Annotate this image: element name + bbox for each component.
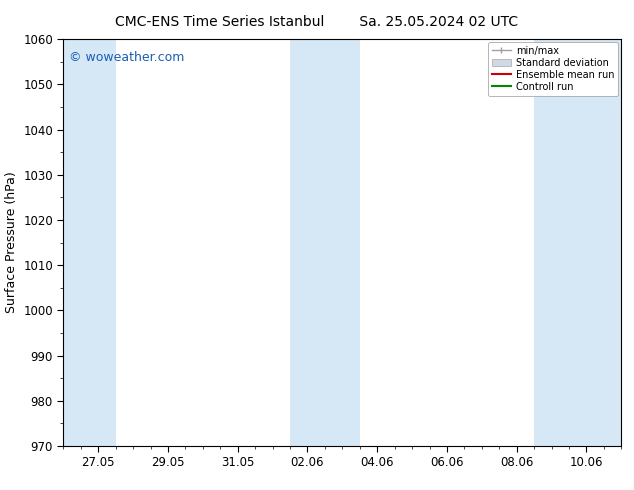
Text: © woweather.com: © woweather.com [69, 51, 184, 64]
Bar [534, 39, 623, 446]
Y-axis label: Surface Pressure (hPa): Surface Pressure (hPa) [4, 172, 18, 314]
Bar [290, 39, 359, 446]
Text: CMC-ENS Time Series Istanbul        Sa. 25.05.2024 02 UTC: CMC-ENS Time Series Istanbul Sa. 25.05.2… [115, 15, 519, 29]
Bar [61, 39, 116, 446]
Legend: min/max, Standard deviation, Ensemble mean run, Controll run: min/max, Standard deviation, Ensemble me… [488, 42, 618, 96]
